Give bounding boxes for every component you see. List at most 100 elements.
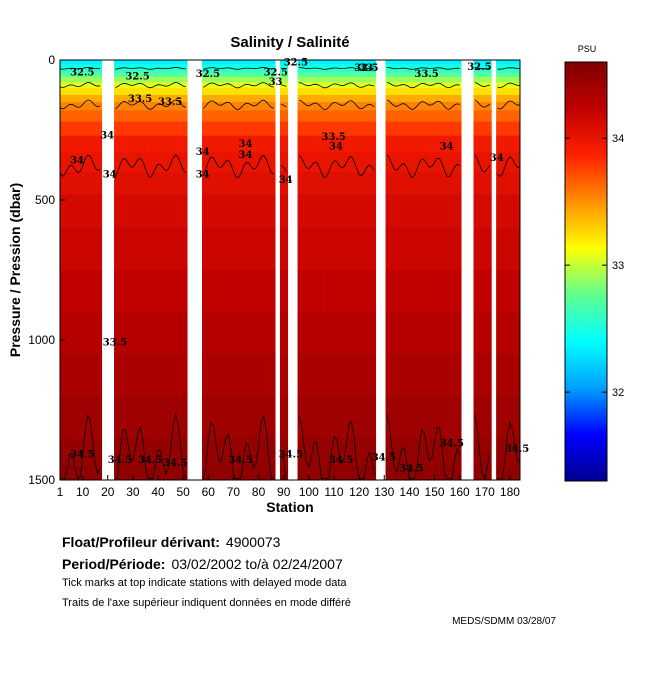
heat-cell <box>430 110 434 123</box>
heat-cell <box>516 354 520 397</box>
contour-label: 32.5 <box>125 72 149 83</box>
heat-cell <box>428 312 432 355</box>
heat-cell <box>76 88 80 96</box>
heat-cell <box>350 102 354 111</box>
heat-cell <box>134 135 138 153</box>
heat-cell <box>473 102 477 111</box>
heat-cell <box>443 72 447 78</box>
heat-cell <box>516 228 520 271</box>
heat-cell <box>415 438 419 467</box>
heat-cell <box>269 194 273 229</box>
station-column <box>91 60 95 480</box>
heat-cell <box>176 68 180 74</box>
heat-cell <box>516 60 520 65</box>
heat-cell <box>71 152 75 173</box>
heat-cell <box>395 88 399 96</box>
heat-cell <box>136 438 140 467</box>
y-tick-label: 500 <box>35 193 55 207</box>
heat-cell <box>458 110 462 123</box>
heat-cell <box>430 102 434 111</box>
heat-cell <box>478 135 482 153</box>
heat-cell <box>156 82 160 89</box>
heat-cell <box>71 194 75 229</box>
heat-cell <box>86 194 90 229</box>
heat-cell <box>410 228 414 271</box>
heat-cell <box>430 68 434 74</box>
heat-cell <box>279 194 284 229</box>
heat-cell <box>212 152 216 173</box>
station-column <box>151 60 155 480</box>
heat-cell <box>207 135 211 153</box>
heat-cell <box>350 270 354 313</box>
heat-cell <box>279 270 284 313</box>
heat-cell <box>252 152 256 173</box>
heat-cell <box>166 72 170 78</box>
heat-cell <box>222 438 226 467</box>
heat-cell <box>66 68 70 74</box>
heat-cell <box>259 82 263 89</box>
heat-cell <box>61 110 65 123</box>
heat-cell <box>232 152 236 173</box>
heat-cell <box>116 82 120 89</box>
heat-cell <box>395 95 399 103</box>
heat-cell <box>513 135 517 153</box>
heat-cell <box>78 438 82 467</box>
heat-cell <box>317 466 321 480</box>
heat-cell <box>518 152 520 173</box>
heat-cell <box>244 68 248 74</box>
heat-cell <box>234 438 238 467</box>
heat-cell <box>242 152 246 173</box>
heat-cell <box>430 135 434 153</box>
heat-cell <box>362 95 367 103</box>
heat-cell <box>445 82 449 89</box>
heat-cell <box>513 64 517 69</box>
contour-33 <box>281 84 287 87</box>
heat-cell <box>486 438 490 467</box>
heat-cell <box>455 194 460 229</box>
heat-cell <box>410 121 414 137</box>
heat-cell <box>259 312 263 355</box>
heat-cell <box>239 95 243 103</box>
heat-cell <box>156 152 160 173</box>
heat-cell <box>481 172 485 195</box>
heat-cell <box>398 466 402 480</box>
heat-cell <box>481 72 485 78</box>
heat-cell <box>129 95 133 103</box>
heat-cell <box>91 110 95 123</box>
heat-cell <box>332 72 336 78</box>
heat-cell <box>149 135 153 153</box>
heat-cell <box>98 135 103 153</box>
heat-cell <box>176 72 180 78</box>
heat-cell <box>518 60 520 65</box>
heat-cell <box>403 60 407 65</box>
heat-cell <box>445 396 449 439</box>
heat-cell <box>98 95 103 103</box>
heat-cell <box>234 82 238 89</box>
heat-cell <box>458 194 462 229</box>
heat-cell <box>169 228 173 271</box>
heat-cell <box>302 270 306 313</box>
heat-cell <box>498 72 502 78</box>
heat-cell <box>81 64 85 69</box>
heat-cell <box>322 60 326 65</box>
heat-cell <box>114 82 118 89</box>
heat-cell <box>207 466 211 480</box>
heat-cell <box>247 354 251 397</box>
heat-cell <box>154 88 158 96</box>
heat-cell <box>224 64 228 69</box>
heat-cell <box>508 270 512 313</box>
heat-cell <box>320 354 324 397</box>
heat-cell <box>116 135 120 153</box>
heat-cell <box>219 95 223 103</box>
heat-cell <box>176 270 180 313</box>
contour-32.5 <box>203 67 274 70</box>
heat-cell <box>350 438 354 467</box>
contour-32.5 <box>298 67 375 70</box>
heat-cell <box>161 102 165 111</box>
contour-34.5 <box>280 453 287 479</box>
heat-cell <box>156 396 160 439</box>
heat-cell <box>307 110 311 123</box>
heat-cell <box>60 95 62 103</box>
heat-cell <box>234 396 238 439</box>
heat-cell <box>297 172 301 195</box>
